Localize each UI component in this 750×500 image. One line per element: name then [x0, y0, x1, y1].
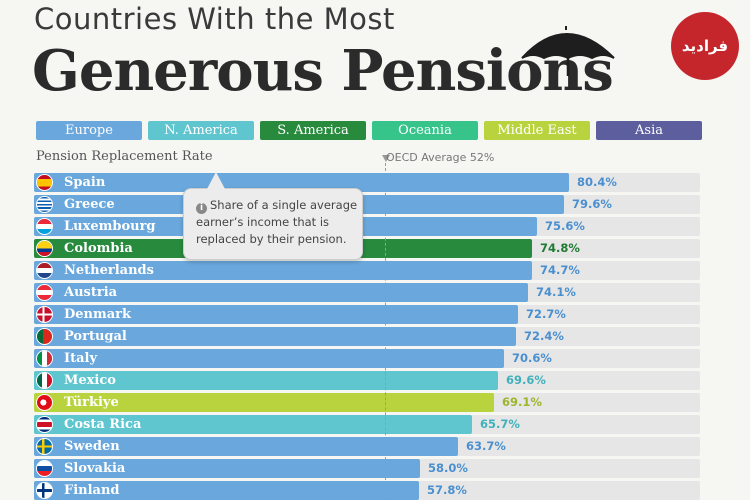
oecd-average-label: OECD Average 52%: [386, 151, 495, 164]
legend-item-middle-east: Middle East: [484, 121, 590, 140]
country-label: Costa Rica: [64, 417, 142, 432]
flag-icon: [37, 395, 52, 410]
country-label: Türkiye: [64, 395, 119, 410]
flag-icon: [37, 241, 52, 256]
bar-row: Netherlands 74.7%: [34, 261, 700, 280]
flag-icon: [37, 483, 52, 498]
page-title-top: Countries With the Most: [34, 2, 395, 36]
bar-row: Sweden 63.7%: [34, 437, 700, 456]
country-label: Slovakia: [64, 461, 126, 476]
bar-row: Costa Rica 65.7%: [34, 415, 700, 434]
country-label: Finland: [64, 483, 120, 498]
flag-icon: [37, 351, 52, 366]
tooltip: i Share of a single average earner’s inco…: [183, 188, 363, 260]
bar: [34, 261, 532, 280]
bar: [34, 393, 494, 412]
tooltip-line-3: replaced by their pension.: [196, 232, 347, 246]
bar-row: Portugal 72.4%: [34, 327, 700, 346]
flag-icon: [37, 197, 52, 212]
page-title: Generous Pensions: [32, 38, 614, 104]
tooltip-arrow: [207, 172, 225, 189]
bar-row: Türkiye 69.1%: [34, 393, 700, 412]
flag-icon: [37, 439, 52, 454]
value-label: 65.7%: [480, 417, 520, 431]
flag-icon: [37, 461, 52, 476]
bar-row: Greece 79.6%: [34, 195, 700, 214]
value-label: 57.8%: [427, 483, 467, 497]
value-label: 80.4%: [577, 175, 617, 189]
oecd-marker-icon: [382, 155, 390, 162]
country-label: Netherlands: [64, 263, 154, 278]
flag-icon: [37, 263, 52, 278]
flag-icon: [37, 417, 52, 432]
flag-icon: [37, 219, 52, 234]
legend-item-oceania: Oceania: [372, 121, 478, 140]
country-label: Portugal: [64, 329, 127, 344]
bar-row: Colombia 74.8%: [34, 239, 700, 258]
value-label: 72.7%: [526, 307, 566, 321]
value-label: 75.6%: [545, 219, 585, 233]
bar-row: Austria 74.1%: [34, 283, 700, 302]
tooltip-line-2: earner’s income that is: [196, 215, 330, 229]
country-label: Mexico: [64, 373, 116, 388]
bar: [34, 327, 516, 346]
publisher-logo: فرادید: [671, 12, 739, 80]
country-label: Italy: [64, 351, 98, 366]
bar: [34, 349, 504, 368]
country-label: Austria: [64, 285, 118, 300]
legend-item-europe: Europe: [36, 121, 142, 140]
country-label: Sweden: [64, 439, 120, 454]
value-label: 74.7%: [540, 263, 580, 277]
value-label: 58.0%: [428, 461, 468, 475]
bar: [34, 371, 498, 390]
bar-row: Mexico 69.6%: [34, 371, 700, 390]
bar: [34, 481, 419, 500]
flag-icon: [37, 285, 52, 300]
bar-row: Denmark 72.7%: [34, 305, 700, 324]
value-label: 69.6%: [506, 373, 546, 387]
value-label: 63.7%: [466, 439, 506, 453]
country-label: Denmark: [64, 307, 132, 322]
tooltip-line-1: i Share of a single average: [196, 197, 357, 214]
value-label: 72.4%: [524, 329, 564, 343]
flag-icon: [37, 307, 52, 322]
flag-icon: [37, 373, 52, 388]
bar: [34, 305, 518, 324]
value-label: 74.8%: [540, 241, 580, 255]
bar: [34, 415, 472, 434]
legend-item-asia: Asia: [596, 121, 702, 140]
bar: [34, 283, 528, 302]
bar-row: Italy 70.6%: [34, 349, 700, 368]
bar: [34, 173, 569, 192]
country-label: Luxembourg: [64, 219, 156, 234]
country-label: Spain: [64, 175, 106, 190]
legend-item-n-america: N. America: [148, 121, 254, 140]
flag-icon: [37, 175, 52, 190]
chart-subtitle: Pension Replacement Rate: [36, 149, 213, 164]
country-label: Greece: [64, 197, 115, 212]
value-label: 79.6%: [572, 197, 612, 211]
value-label: 70.6%: [512, 351, 552, 365]
bar: [34, 459, 420, 478]
value-label: 69.1%: [502, 395, 542, 409]
info-icon: i: [196, 203, 207, 214]
bar-row: Finland 57.8%: [34, 481, 700, 500]
flag-icon: [37, 329, 52, 344]
bar-row: Luxembourg 75.6%: [34, 217, 700, 236]
bar-row: Spain 80.4%: [34, 173, 700, 192]
bar: [34, 437, 458, 456]
umbrella-icon: [521, 26, 615, 76]
bar-row: Slovakia 58.0%: [34, 459, 700, 478]
legend-item-s-america: S. America: [260, 121, 366, 140]
country-label: Colombia: [64, 241, 133, 256]
oecd-average-line: [385, 163, 386, 500]
value-label: 74.1%: [536, 285, 576, 299]
